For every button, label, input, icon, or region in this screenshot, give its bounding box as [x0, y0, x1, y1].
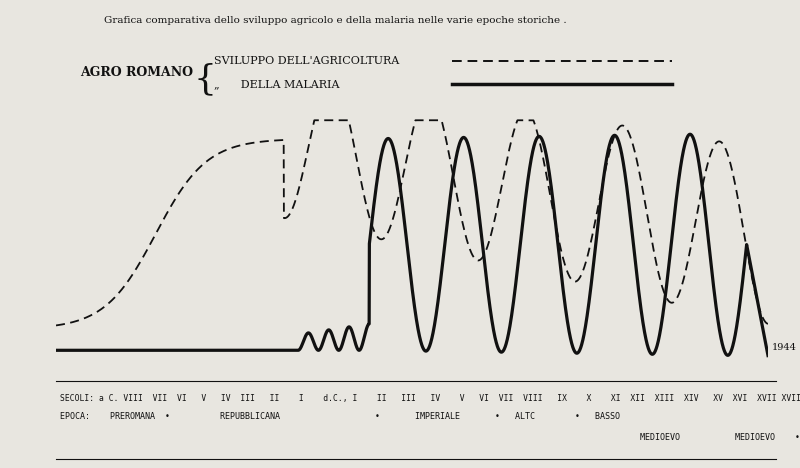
Text: SECOLI: a C. VIII  VII  VI   V   IV  III   II    I    d.C., I    II   III   IV  : SECOLI: a C. VIII VII VI V IV III II I d…	[60, 394, 800, 403]
Text: SVILUPPO DELL'AGRICOLTURA: SVILUPPO DELL'AGRICOLTURA	[214, 56, 400, 66]
Text: „      DELLA MALARIA: „ DELLA MALARIA	[214, 79, 340, 89]
Text: MEDIOEVO           MEDIOEVO    •RINASCIMENTO• MODERNA: MEDIOEVO MEDIOEVO •RINASCIMENTO• MODERNA	[60, 433, 800, 442]
Text: 1944: 1944	[771, 343, 797, 352]
Text: Grafica comparativa dello sviluppo agricolo e della malaria nelle varie epoche s: Grafica comparativa dello sviluppo agric…	[104, 16, 566, 25]
Text: {: {	[194, 63, 217, 96]
Text: AGRO ROMANO: AGRO ROMANO	[80, 66, 193, 79]
Text: EPOCA:    PREROMANA  •          REPUBBLICANA                   •       IMPERIALE: EPOCA: PREROMANA • REPUBBLICANA • IMPERI…	[60, 412, 620, 421]
